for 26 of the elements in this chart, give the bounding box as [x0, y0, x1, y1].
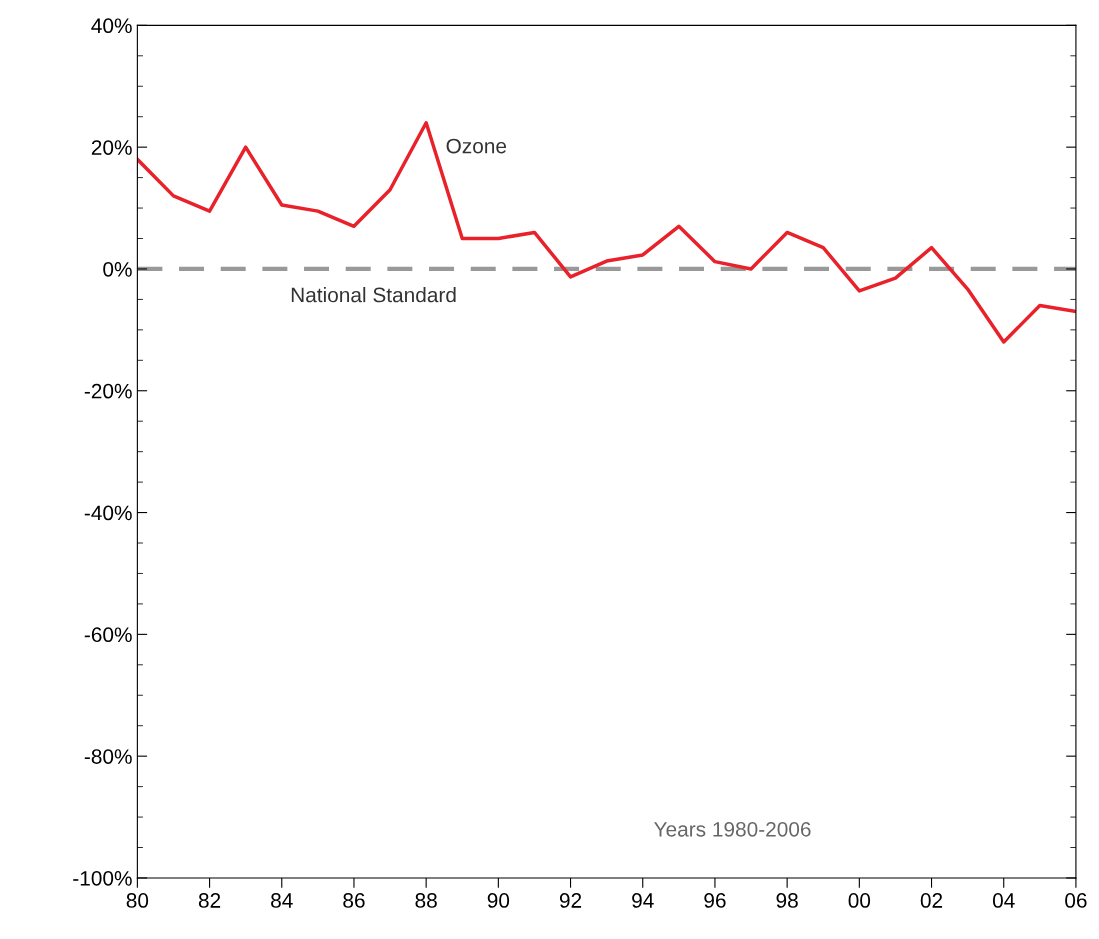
x-tick-label: 84 [271, 893, 293, 908]
x-tick-label: 86 [343, 893, 365, 908]
y-tick-label: -60% [84, 627, 132, 643]
x-tick-label: 88 [415, 893, 437, 908]
x-tick-label: 98 [776, 893, 798, 908]
line-series [137, 121, 1076, 344]
y-tick-label: -40% [84, 505, 132, 521]
annotation: Years 1980-2006 [654, 821, 811, 837]
x-tick-label: 96 [704, 893, 726, 908]
y-tick-label: 0% [103, 261, 132, 277]
y-tick-label: 40% [91, 18, 132, 34]
x-tick-label: 06 [1065, 893, 1087, 908]
x-tick-label: 00 [848, 893, 871, 908]
y-tick-label: -80% [84, 749, 132, 764]
y-tick-label: -100% [73, 870, 132, 886]
x-tick-label: 90 [487, 893, 510, 908]
x-tick-label: 82 [198, 893, 221, 908]
y-tick-label: 20% [91, 140, 132, 155]
x-tick-label: 80 [126, 893, 149, 908]
x-tick-label: 92 [559, 893, 582, 908]
series-label: Ozone [446, 138, 507, 154]
x-tick-label: 04 [992, 893, 1015, 908]
x-tick-label: 94 [632, 893, 654, 908]
x-tick-label: 02 [920, 893, 943, 908]
ref-line-label: National Standard [291, 287, 456, 303]
y-tick-label: -20% [84, 383, 132, 399]
